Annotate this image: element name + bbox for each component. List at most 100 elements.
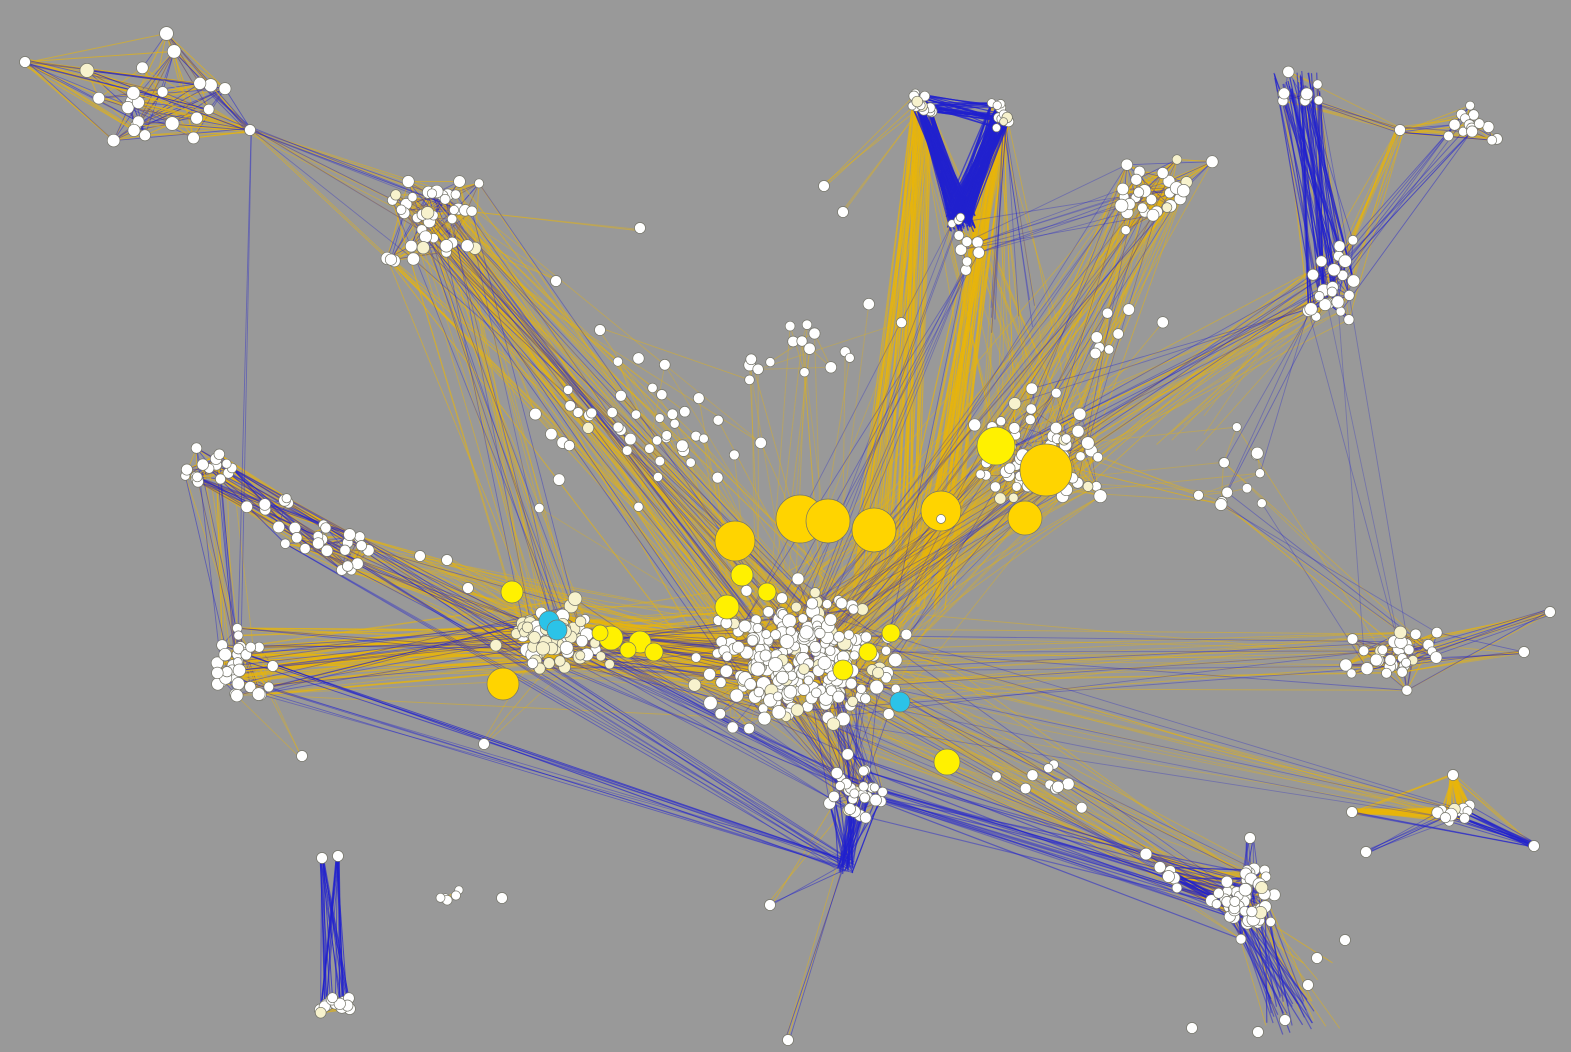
- graph-node[interactable]: [575, 634, 589, 648]
- graph-node[interactable]: [342, 560, 354, 572]
- graph-node[interactable]: [972, 246, 985, 259]
- graph-node[interactable]: [779, 634, 795, 649]
- graph-node[interactable]: [1133, 186, 1145, 198]
- graph-node[interactable]: [567, 591, 583, 606]
- graph-node[interactable]: [416, 241, 430, 255]
- graph-node[interactable]: [1304, 302, 1318, 316]
- graph-node[interactable]: [844, 802, 856, 815]
- graph-node[interactable]: [911, 95, 924, 108]
- graph-node[interactable]: [489, 639, 503, 652]
- graph-node[interactable]: [190, 111, 204, 125]
- graph-node[interactable]: [164, 116, 180, 131]
- graph-node[interactable]: [384, 253, 398, 266]
- graph-node[interactable]: [446, 213, 458, 225]
- graph-node[interactable]: [1381, 667, 1392, 679]
- graph-node[interactable]: [1443, 130, 1454, 142]
- graph-node[interactable]: [744, 678, 757, 691]
- graph-node[interactable]: [401, 175, 415, 188]
- graph-node[interactable]: [732, 640, 745, 654]
- graph-node[interactable]: [869, 782, 880, 793]
- graph-node[interactable]: [1120, 225, 1131, 236]
- graph-node[interactable]: [1081, 436, 1095, 450]
- graph-node[interactable]: [869, 793, 882, 807]
- graph-node[interactable]: [782, 613, 797, 629]
- graph-node[interactable]: [975, 469, 986, 480]
- graph-node[interactable]: [550, 275, 562, 287]
- graph-node[interactable]: [750, 661, 766, 677]
- graph-node[interactable]: [1544, 606, 1556, 618]
- graph-node[interactable]: [390, 189, 402, 201]
- graph-node[interactable]: [196, 458, 209, 471]
- graph-node[interactable]: [166, 44, 182, 59]
- graph-node[interactable]: [860, 693, 872, 705]
- graph-node[interactable]: [1403, 644, 1415, 656]
- graph-node[interactable]: [1092, 452, 1104, 463]
- graph-node[interactable]: [989, 481, 1001, 493]
- graph-node[interactable]: [1384, 654, 1397, 666]
- graph-node[interactable]: [762, 606, 775, 618]
- graph-node[interactable]: [859, 792, 871, 804]
- graph-node[interactable]: [230, 689, 244, 703]
- graph-node[interactable]: [1339, 658, 1353, 672]
- graph-node[interactable]: [1300, 87, 1314, 101]
- graph-node[interactable]: [1518, 646, 1530, 658]
- graph-node[interactable]: [396, 204, 407, 215]
- graph-node[interactable]: [1401, 684, 1413, 696]
- graph-node[interactable]: [1346, 668, 1357, 679]
- graph-node[interactable]: [837, 206, 849, 218]
- graph-node[interactable]: [535, 641, 551, 656]
- graph-node[interactable]: [218, 82, 232, 95]
- graph-node[interactable]: [1075, 451, 1086, 462]
- graph-node[interactable]: [835, 597, 848, 610]
- graph-node[interactable]: [439, 239, 454, 253]
- graph-node[interactable]: [869, 679, 884, 695]
- graph-node[interactable]: [1347, 235, 1359, 246]
- graph-node[interactable]: [1393, 625, 1408, 640]
- graph-node[interactable]: [1008, 492, 1019, 503]
- graph-node[interactable]: [1459, 812, 1471, 824]
- graph-node[interactable]: [244, 124, 256, 136]
- graph-node[interactable]: [833, 631, 845, 643]
- graph-node[interactable]: [953, 230, 965, 241]
- graph-node[interactable]: [814, 627, 826, 639]
- graph-node[interactable]: [521, 621, 534, 633]
- graph-node[interactable]: [818, 180, 830, 192]
- graph-node[interactable]: [121, 101, 135, 114]
- graph-node[interactable]: [811, 687, 822, 699]
- graph-node[interactable]: [877, 786, 888, 798]
- graph-node[interactable]: [809, 587, 821, 599]
- graph-node[interactable]: [797, 683, 810, 696]
- graph-node[interactable]: [848, 604, 859, 615]
- graph-node[interactable]: [106, 133, 121, 148]
- graph-node[interactable]: [339, 544, 351, 556]
- graph-node[interactable]: [843, 629, 855, 640]
- graph-node[interactable]: [776, 592, 788, 604]
- graph-node[interactable]: [332, 850, 344, 862]
- graph-node[interactable]: [291, 532, 303, 544]
- graph-node[interactable]: [817, 655, 832, 670]
- graph-node[interactable]: [992, 123, 1001, 133]
- graph-node[interactable]: [803, 675, 814, 686]
- graph-node[interactable]: [715, 676, 727, 688]
- graph-node[interactable]: [526, 657, 539, 669]
- graph-node[interactable]: [1004, 462, 1016, 474]
- graph-node[interactable]: [1431, 626, 1443, 639]
- graph-node[interactable]: [1343, 314, 1355, 326]
- graph-node[interactable]: [218, 647, 232, 662]
- graph-node[interactable]: [856, 683, 867, 694]
- graph-node[interactable]: [881, 645, 892, 656]
- graph-node[interactable]: [882, 708, 895, 720]
- graph-node[interactable]: [721, 651, 733, 662]
- graph-node[interactable]: [860, 631, 872, 643]
- graph-node[interactable]: [92, 91, 106, 105]
- graph-node[interactable]: [761, 629, 772, 639]
- graph-node[interactable]: [266, 660, 279, 672]
- graph-node[interactable]: [462, 582, 474, 594]
- graph-node[interactable]: [1346, 633, 1359, 645]
- graph-node[interactable]: [1145, 193, 1158, 206]
- graph-node[interactable]: [764, 899, 776, 911]
- graph-node[interactable]: [859, 811, 872, 824]
- graph-node[interactable]: [296, 750, 308, 762]
- graph-node[interactable]: [554, 655, 566, 667]
- graph-node[interactable]: [1171, 154, 1183, 165]
